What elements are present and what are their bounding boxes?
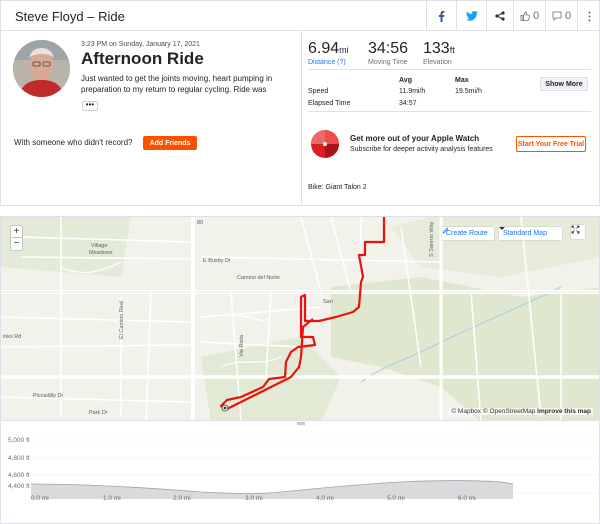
elevation-value: 133 [423, 40, 450, 57]
map-label-meadows: Meadows [89, 250, 113, 256]
col-max-header: Max [455, 77, 469, 84]
distance-unit: mi [339, 45, 349, 55]
kudos-count: 0 [532, 10, 540, 22]
x-label-0: 0.0 mi [31, 495, 49, 502]
bike-info: Bike: Giant Talon 2 [308, 184, 367, 191]
elapsed-value: 34:57 [399, 100, 417, 107]
activity-summary: 3:23 PM on Sunday, January 17, 2021 Afte… [0, 31, 600, 206]
speed-max: 19.5mi/h [455, 88, 482, 95]
x-label-5: 5.0 mi [387, 495, 405, 502]
elevation-chart: 5,000 ft 4,800 ft 4,600 ft 4,400 ft 0.0 … [8, 422, 600, 502]
athlete-avatar[interactable] [13, 40, 70, 97]
map-label-piccadilly: Piccadilly Dr [33, 393, 64, 399]
zoom-out-button[interactable]: − [13, 238, 20, 249]
col-avg-header: Avg [399, 77, 412, 84]
stat-moving-time: 34:56 Moving Time [368, 40, 408, 66]
promo-subtitle: Subscribe for deeper activity analysis f… [350, 146, 493, 153]
facebook-icon [439, 10, 445, 22]
map-label-road-number: 80 [197, 220, 204, 226]
stats-divider [308, 69, 591, 70]
distance-value: 6.94 [308, 40, 340, 57]
create-route-button[interactable]: Create Route [442, 227, 494, 240]
page-title: Steve Floyd – Ride [15, 9, 125, 24]
comment-icon [552, 11, 562, 21]
activity-title: Afternoon Ride [81, 49, 204, 68]
promo-title: Get more out of your Apple Watch [350, 134, 480, 143]
summit-badge-icon [311, 130, 339, 158]
chevron-down-icon [499, 227, 505, 230]
avatar-image [13, 40, 70, 97]
comments-count: 0 [564, 10, 572, 22]
map-label-camino-norte: Camino del Norte [237, 275, 280, 281]
create-route-label: Create Route [446, 230, 488, 237]
show-more-button[interactable]: Show More [540, 77, 588, 91]
zoom-in-button[interactable]: + [11, 226, 22, 238]
elapsed-label: Elapsed Time [308, 100, 351, 107]
map-label-busby: E Busby Dr [203, 258, 231, 264]
resize-handle[interactable] [297, 422, 305, 425]
map-canvas [1, 217, 599, 420]
stat-elevation: 133ft Elevation [423, 40, 455, 66]
share-icon [495, 11, 505, 21]
map-label-el-camino: El Camino Real [119, 300, 125, 339]
map-label-via-rista: Via Rista [239, 335, 245, 357]
elevation-profile[interactable]: 5,000 ft 4,800 ft 4,600 ft 4,400 ft 0.0 … [0, 422, 600, 524]
x-label-1: 1.0 mi [103, 495, 121, 502]
elevation-label: Elevation [423, 59, 452, 66]
map-attribution: © Mapbox © OpenStreetMap Improve this ma… [449, 408, 593, 415]
x-label-3: 3.0 mi [245, 495, 263, 502]
share-button[interactable] [486, 1, 513, 31]
route-map[interactable]: Village Meadows E Busby Dr Camino del No… [0, 216, 600, 421]
description-more-button[interactable]: ••• [82, 101, 98, 111]
moving-time-value: 34:56 [368, 40, 409, 57]
y-label-4400: 4,400 ft [8, 483, 30, 490]
facebook-share-button[interactable] [426, 1, 456, 31]
activity-datetime: 3:23 PM on Sunday, January 17, 2021 [81, 41, 200, 48]
route-pencil-icon [442, 227, 449, 234]
stat-distance: 6.94mi Distance (?) [308, 40, 349, 66]
x-label-4: 4.0 mi [316, 495, 334, 502]
summary-divider [301, 31, 302, 206]
map-label-links: inks Rd [3, 334, 22, 340]
zoom-controls: + − [10, 225, 23, 251]
y-label-4600: 4,600 ft [8, 472, 30, 479]
elevation-unit: ft [449, 45, 455, 55]
more-dots-icon [588, 11, 590, 21]
comments-button[interactable]: 0 [545, 1, 577, 31]
speed-label: Speed [308, 88, 329, 95]
map-style-label: Standard Map [503, 230, 547, 237]
attribution-mapbox[interactable]: © Mapbox [451, 408, 482, 415]
fullscreen-button[interactable] [571, 225, 585, 239]
y-label-5000: 5,000 ft [8, 437, 30, 444]
record-question: With someone who didn't record? [14, 138, 133, 147]
activity-header: Steve Floyd – Ride 0 0 [0, 0, 600, 31]
x-label-6: 6.0 mi [458, 495, 476, 502]
y-label-4800: 4,800 ft [8, 455, 30, 462]
moving-time-label: Moving Time [368, 59, 408, 66]
attribution-osm[interactable]: © OpenStreetMap [482, 408, 536, 415]
expand-icon [571, 225, 580, 234]
improve-map-link[interactable]: Improve this map [537, 408, 591, 415]
x-label-2: 2.0 mi [173, 495, 191, 502]
map-style-select[interactable]: Standard Map [499, 227, 562, 240]
thumbs-up-icon [520, 11, 530, 21]
map-label-san: San [323, 299, 333, 305]
kudos-button[interactable]: 0 [513, 1, 545, 31]
speed-avg: 11.9mi/h [399, 88, 426, 95]
more-options-button[interactable] [577, 1, 600, 31]
activity-description: Just wanted to get the joints moving, he… [81, 74, 273, 94]
map-label-park: Park Dr [89, 410, 108, 416]
map-label-sareno: S Sareno Way [429, 221, 435, 257]
details-divider [308, 111, 591, 112]
map-label-village: Village [91, 243, 108, 249]
twitter-share-button[interactable] [456, 1, 486, 31]
twitter-icon [465, 11, 478, 21]
free-trial-button[interactable]: Start Your Free Trial [516, 136, 586, 152]
distance-label[interactable]: Distance (?) [308, 59, 346, 66]
add-friends-button[interactable]: Add Friends [143, 136, 197, 150]
